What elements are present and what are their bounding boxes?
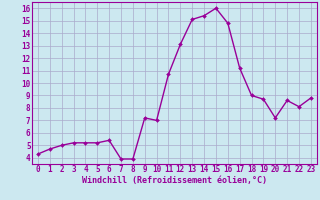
- X-axis label: Windchill (Refroidissement éolien,°C): Windchill (Refroidissement éolien,°C): [82, 176, 267, 185]
